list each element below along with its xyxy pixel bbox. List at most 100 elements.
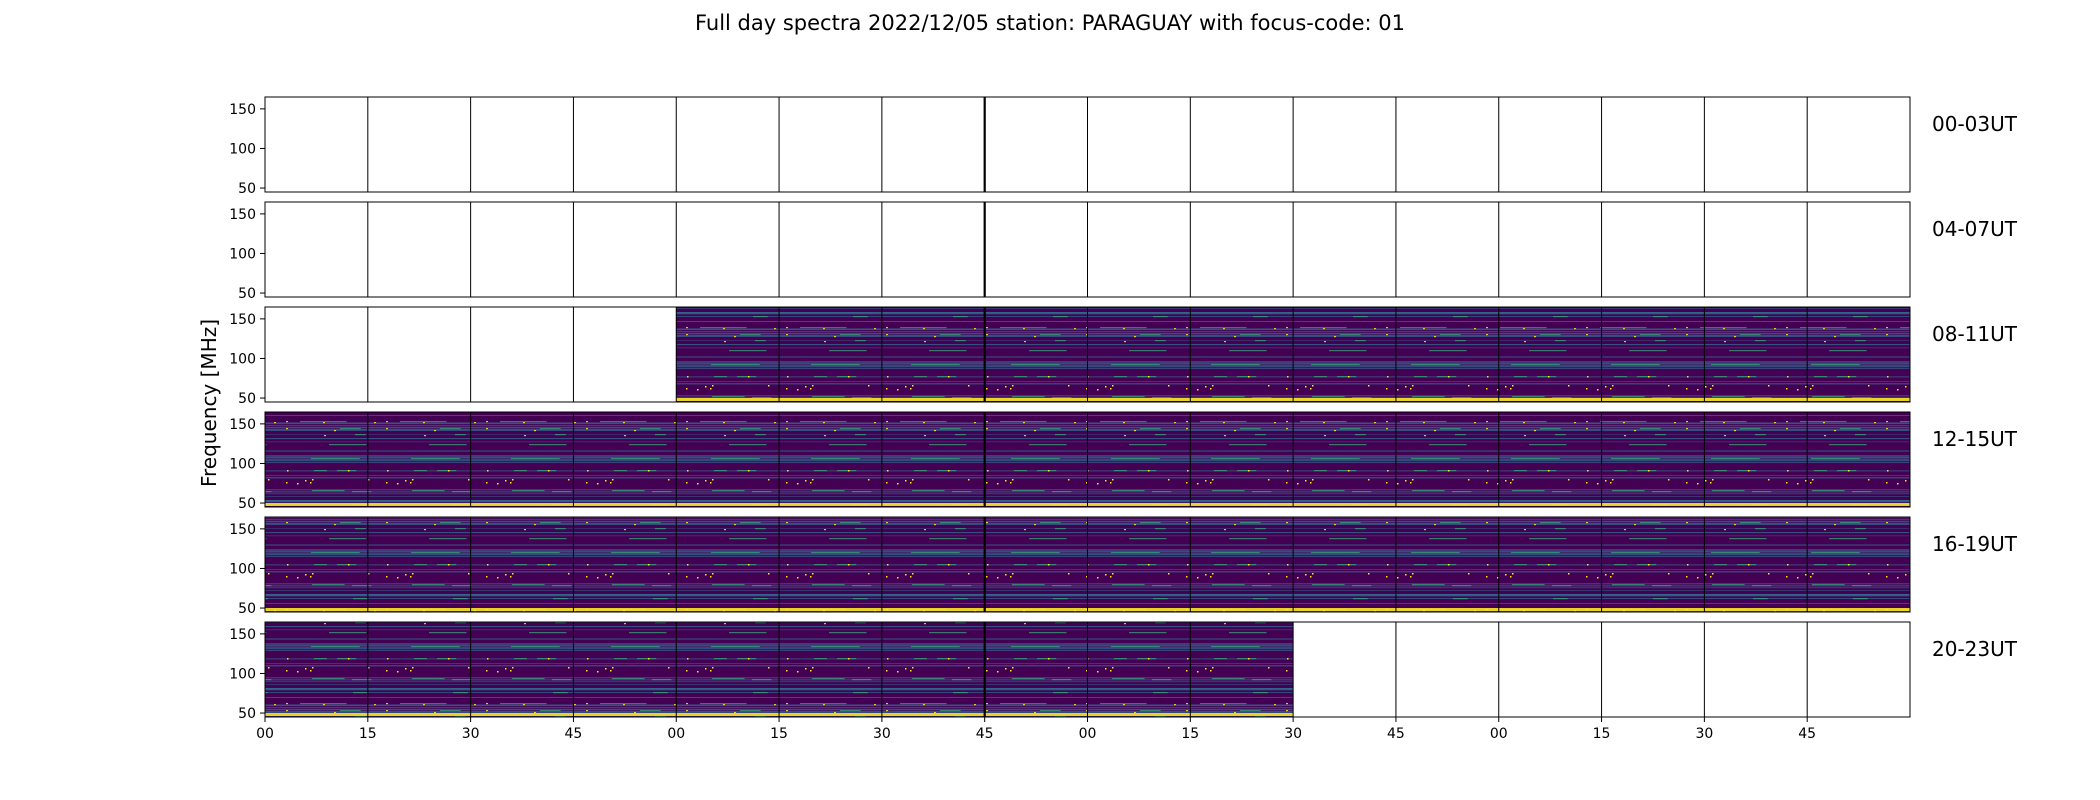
- baseline-strip: [265, 608, 368, 611]
- empty-panel: [367, 202, 471, 297]
- x-tick-label: 45: [976, 726, 994, 742]
- x-tick-label: 15: [359, 726, 377, 742]
- empty-panel: [1293, 622, 1396, 717]
- row-label: 04-07UT: [1932, 217, 2018, 241]
- x-tick-label: 00: [667, 726, 685, 742]
- y-tick-label: 50: [238, 706, 256, 722]
- spectrum-panel: [676, 622, 780, 717]
- spectrum-panel: [1087, 622, 1191, 717]
- baseline-strip: [984, 713, 1088, 716]
- x-tick-label: 00: [1490, 726, 1508, 742]
- y-tick-label: 100: [229, 141, 256, 157]
- row-frame: [264, 411, 1911, 508]
- y-tick-label: 150: [229, 102, 256, 118]
- empty-panel: [470, 202, 574, 297]
- x-tick-label: 30: [1284, 726, 1302, 742]
- spectrum-panel: [1498, 412, 1602, 507]
- empty-panel: [1807, 622, 1910, 717]
- baseline-strip: [1087, 608, 1191, 611]
- baseline-strip: [1498, 608, 1602, 611]
- y-tick-label: 50: [238, 181, 256, 197]
- x-tick-label: 30: [1695, 726, 1713, 742]
- x-tick-label: 30: [462, 726, 480, 742]
- row-12-15UT: 50 100 150 12-15UT: [229, 411, 2018, 512]
- x-tick-label: 00: [256, 726, 274, 742]
- empty-panel: [470, 307, 574, 402]
- empty-panel: [676, 202, 780, 297]
- empty-panel: [1601, 202, 1705, 297]
- baseline-strip: [676, 503, 780, 506]
- y-tick-label: 150: [229, 312, 256, 328]
- baseline-strip: [1293, 398, 1396, 401]
- baseline-strip: [779, 713, 882, 716]
- empty-panel: [1498, 97, 1602, 192]
- spectrum-panel: [367, 517, 471, 612]
- row-label: 08-11UT: [1932, 322, 2018, 346]
- y-tick-label: 50: [238, 601, 256, 617]
- empty-panel: [779, 97, 882, 192]
- spectrum-panel: [984, 622, 1088, 717]
- baseline-strip: [676, 713, 780, 716]
- baseline-strip: [1190, 608, 1294, 611]
- spectrum-panel: [881, 517, 985, 612]
- spectrum-panel: [265, 622, 368, 717]
- spectrum-panel: [367, 622, 471, 717]
- spectrum-panel: [1395, 517, 1499, 612]
- baseline-strip: [676, 398, 780, 401]
- baseline-strip: [265, 503, 368, 506]
- baseline-strip: [470, 608, 574, 611]
- baseline-strip: [1395, 398, 1499, 401]
- empty-panel: [1190, 202, 1294, 297]
- spectrum-panel: [779, 622, 882, 717]
- row-label: 20-23UT: [1932, 637, 2018, 661]
- spectrum-panel: [984, 412, 1088, 507]
- empty-panel: [1704, 97, 1808, 192]
- empty-panel: [1395, 622, 1499, 717]
- y-tick-label: 100: [229, 351, 256, 367]
- row-frame: [264, 306, 1911, 403]
- row-08-11UT: 50 100 150 08-11UT: [229, 306, 2018, 407]
- baseline-strip: [1601, 608, 1705, 611]
- empty-panel: [470, 97, 574, 192]
- row-label: 16-19UT: [1932, 532, 2018, 556]
- y-tick-label: 50: [238, 286, 256, 302]
- baseline-strip: [470, 713, 574, 716]
- spectrum-panel: [984, 517, 1088, 612]
- spectrum-panel: [1087, 517, 1191, 612]
- baseline-strip: [573, 713, 677, 716]
- row-00-03UT: 50 100 150 00-03UT: [229, 96, 2018, 197]
- spectrum-panel: [1293, 412, 1396, 507]
- spectrum-panel: [573, 517, 677, 612]
- baseline-strip: [573, 608, 677, 611]
- x-tick-label: 15: [1593, 726, 1611, 742]
- baseline-strip: [1087, 503, 1191, 506]
- spectrum-panel: [881, 622, 985, 717]
- spectrum-panel: [779, 412, 882, 507]
- baseline-strip: [1087, 713, 1191, 716]
- empty-panel: [1293, 202, 1396, 297]
- baseline-strip: [1190, 398, 1294, 401]
- row-label: 12-15UT: [1932, 427, 2018, 451]
- y-tick-label: 100: [229, 666, 256, 682]
- spectrum-panel: [676, 517, 780, 612]
- spectrum-panel: [676, 307, 780, 402]
- spectrum-panel: [1601, 517, 1705, 612]
- empty-panel: [1807, 97, 1910, 192]
- baseline-strip: [1293, 608, 1396, 611]
- empty-panel: [265, 202, 368, 297]
- row-04-07UT: 50 100 150 04-07UT: [229, 201, 2018, 302]
- baseline-strip: [984, 503, 1088, 506]
- x-tick-label: 45: [1798, 726, 1816, 742]
- spectrum-panel: [470, 622, 574, 717]
- x-tick-label: 15: [770, 726, 788, 742]
- spectrum-panel: [1807, 517, 1910, 612]
- baseline-strip: [779, 398, 882, 401]
- spectrum-panel: [265, 517, 368, 612]
- baseline-strip: [573, 503, 677, 506]
- baseline-strip: [470, 503, 574, 506]
- empty-panel: [367, 307, 471, 402]
- spectra-panels: 50 100 150 00-03UT 50 100 150 04-07UT 50 100 150 08…: [229, 96, 2018, 742]
- empty-panel: [1087, 202, 1191, 297]
- empty-panel: [676, 97, 780, 192]
